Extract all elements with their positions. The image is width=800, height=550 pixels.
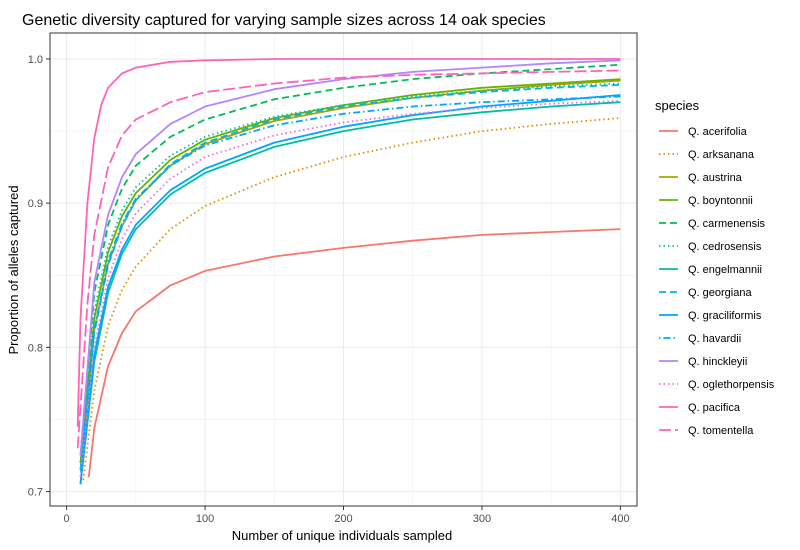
legend-item: Q. havardii xyxy=(659,333,741,345)
series-line xyxy=(79,94,621,483)
legend-label: Q. boyntonnii xyxy=(688,195,753,207)
legend-label: Q. cedrosensis xyxy=(688,241,762,253)
legend-title: species xyxy=(655,98,700,113)
legend-label: Q. pacifica xyxy=(688,402,741,414)
legend-label: Q. oglethorpensis xyxy=(688,379,775,391)
legend-label: Q. graciliformis xyxy=(688,310,762,322)
series-layer xyxy=(76,58,621,485)
legend-label: Q. acerifolia xyxy=(688,126,748,138)
series-line xyxy=(79,59,621,456)
y-tick-label: 1.0 xyxy=(28,54,43,66)
y-tick-label: 0.8 xyxy=(28,342,43,354)
series-line xyxy=(76,58,621,427)
legend-label: Q. hinckleyii xyxy=(688,356,747,368)
legend-label: Q. carmenensis xyxy=(688,218,766,230)
y-tick-label: 0.7 xyxy=(28,487,43,499)
legend-item: Q. pacifica xyxy=(659,402,741,414)
legend-item: Q. tomentella xyxy=(659,425,754,437)
legend-label: Q. austrina xyxy=(688,172,743,184)
x-tick-label: 100 xyxy=(196,513,214,525)
series-line xyxy=(79,101,621,485)
chart-title: Genetic diversity captured for varying s… xyxy=(22,12,546,29)
legend-label: Q. engelmannii xyxy=(688,264,762,276)
legend-label: Q. tomentella xyxy=(688,425,754,437)
legend-item: Q. hinckleyii xyxy=(659,356,747,368)
legend-item: Q. carmenensis xyxy=(659,218,766,230)
series-line xyxy=(76,69,621,449)
y-axis-title: Proportion of alleles captured xyxy=(6,185,21,354)
series-line xyxy=(87,228,621,478)
series-line xyxy=(79,84,621,470)
x-axis-title: Number of unique individuals sampled xyxy=(232,528,452,543)
legend-item: Q. engelmannii xyxy=(659,264,762,276)
legend-label: Q. havardii xyxy=(688,333,741,345)
plot-panel xyxy=(50,33,637,506)
legend-item: Q. oglethorpensis xyxy=(659,379,775,391)
legend-item: Q. cedrosensis xyxy=(659,241,762,253)
x-tick-label: 200 xyxy=(334,513,352,525)
legend-item: Q. graciliformis xyxy=(659,310,762,322)
series-line xyxy=(79,78,621,463)
legend-label: Q. arksanana xyxy=(688,149,755,161)
legend-item: Q. acerifolia xyxy=(659,126,748,138)
legend-item: Q. arksanana xyxy=(659,149,755,161)
legend-items: Q. acerifolia Q. arksanana Q. austrina Q. b… xyxy=(659,126,775,437)
series-line xyxy=(79,95,621,478)
legend-item: Q. austrina xyxy=(659,172,743,184)
legend: species Q. acerifolia Q. arksanana Q. aust… xyxy=(655,98,775,437)
legend-item: Q. boyntonnii xyxy=(659,195,753,207)
x-tick-label: 300 xyxy=(473,513,491,525)
series-line xyxy=(79,79,621,470)
series-line xyxy=(79,99,621,478)
legend-label: Q. georgiana xyxy=(688,287,752,299)
y-tick-label: 0.9 xyxy=(28,198,43,210)
x-tick-label: 0 xyxy=(64,513,70,525)
series-line xyxy=(79,82,621,463)
x-tick-label: 400 xyxy=(611,513,629,525)
legend-item: Q. georgiana xyxy=(659,287,752,299)
axes-layer: 0 100 200 300 400 0.7 0.8 0.9 1.0 xyxy=(28,32,638,525)
